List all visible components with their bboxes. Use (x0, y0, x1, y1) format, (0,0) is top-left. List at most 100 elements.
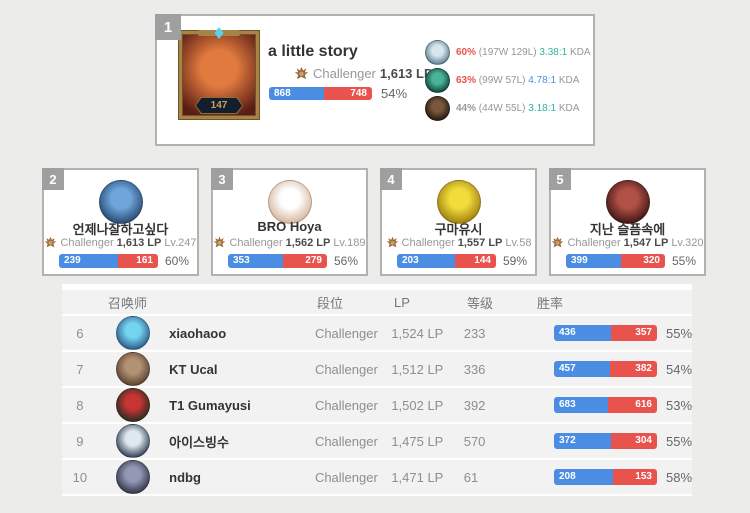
player-card-rank-5[interactable]: 5 지난 슬픔속에 Challenger 1,547 LP Lv.320 399… (549, 168, 706, 276)
winrate-value: 56% (333, 254, 358, 268)
avatar-frame-gem-icon (214, 27, 224, 39)
rank-label: 8 (76, 397, 84, 413)
header-level: 等级 (467, 295, 494, 311)
table-row[interactable]: 9 아이스빙수 Challenger 1,475 LP 570 372 304 … (62, 424, 692, 460)
tier-label: Challenger (314, 433, 378, 449)
summoner-name[interactable]: a little story (268, 43, 358, 60)
losses-segment: 153 (613, 469, 657, 485)
rank-badge: 2 (42, 168, 64, 190)
champion-record: (44W 55L) (478, 102, 526, 114)
player-card-rank-3[interactable]: 3 BRO Hoya Challenger 1,562 LP Lv.189 35… (211, 168, 368, 276)
challenger-icon (44, 236, 57, 249)
rank-label: 9 (76, 433, 84, 449)
summoner-name[interactable]: xiaohaoo (169, 325, 227, 341)
losses-segment: 144 (454, 254, 496, 268)
top-cards-row: 2 언제나잘하고싶다 Challenger 1,613 LP Lv.247 23… (42, 168, 706, 276)
winloss-bar: 203 144 (397, 254, 496, 268)
winrate-value: 59% (502, 254, 527, 268)
lp-value: 1,475 LP (391, 433, 444, 449)
top-player-card[interactable]: 1 147 a little story Challenger 1,613 LP… (155, 14, 595, 146)
wins-segment: 372 (553, 433, 611, 449)
losses-segment: 382 (610, 361, 657, 377)
rank-badge: 3 (211, 168, 233, 190)
summoner-name[interactable]: KT Ucal (169, 361, 218, 377)
lp-value: 1,557 LP (457, 236, 503, 249)
table-row[interactable]: 10 ndbg Challenger 1,471 LP 61 208 153 5… (62, 460, 692, 496)
winrate-value: 54% (665, 361, 693, 377)
summoner-name[interactable]: ndbg (169, 469, 201, 485)
champion-stat-row[interactable]: 44% (44W 55L) 3.18:1 KDA (425, 94, 591, 122)
winloss-bar: 436 357 (553, 325, 657, 341)
tier-line: Challenger 1,613 LP (294, 66, 433, 81)
tier-label: Challenger (60, 236, 114, 249)
rank-badge: 4 (380, 168, 402, 190)
losses-segment: 279 (283, 254, 327, 268)
summoner-name[interactable]: 아이스빙수 (169, 434, 229, 450)
challenger-icon (294, 66, 309, 81)
wins-segment: 683 (553, 397, 609, 413)
champion-kda-ratio: 4.78:1 (528, 74, 557, 86)
rank-label: 6 (76, 325, 84, 341)
champion-record: (197W 129L) (478, 46, 537, 58)
tier-line: Challenger 1,613 LP Lv.247 (44, 236, 197, 249)
tier-line: Challenger 1,547 LP Lv.320 (551, 236, 704, 249)
summoner-name[interactable]: 언제나잘하고싶다 (72, 222, 169, 237)
player-card-rank-4[interactable]: 4 구마유시 Challenger 1,557 LP Lv.58 203 144… (380, 168, 537, 276)
table-header: 召唤师 段位 LP 等级 胜率 (62, 290, 692, 316)
champion-stat-row[interactable]: 63% (99W 57L) 4.78:1 KDA (425, 66, 591, 94)
lp-value: 1,547 LP (623, 236, 669, 249)
table-row[interactable]: 6 xiaohaoo Challenger 1,524 LP 233 436 3… (62, 316, 692, 352)
tier-label: Challenger (314, 469, 378, 485)
summoner-avatar (116, 316, 151, 350)
winloss-bar: 868 748 (269, 87, 372, 100)
winloss-bar: 399 320 (566, 254, 665, 268)
tier-label: Challenger (401, 236, 455, 249)
summoner-avatar (98, 180, 143, 224)
kda-label: KDA (558, 102, 580, 114)
summoner-name[interactable]: BRO Hoya (257, 219, 322, 234)
table-row[interactable]: 8 T1 Gumayusi Challenger 1,502 LP 392 68… (62, 388, 692, 424)
header-tier: 段位 (317, 295, 344, 311)
tier-label: Challenger (567, 236, 621, 249)
summoner-avatar (116, 460, 151, 494)
summoner-avatar (116, 424, 151, 458)
lp-value: 1,512 LP (391, 361, 444, 377)
champion-winrate: 63% (456, 74, 477, 86)
summoner-name[interactable]: 지난 슬픔속에 (589, 222, 666, 237)
lp-value: 1,471 LP (391, 469, 444, 485)
summoner-name[interactable]: 구마유시 (434, 222, 483, 237)
lp-value: 1,613 LP (116, 236, 162, 249)
tier-line: Challenger 1,562 LP Lv.189 (213, 236, 366, 249)
champion-kda-ratio: 3.38:1 (539, 46, 568, 58)
level-badge: 147 (195, 97, 243, 114)
wins-segment: 399 (566, 254, 621, 268)
winrate-value: 53% (665, 397, 693, 413)
tier-label: Challenger (314, 361, 378, 377)
losses-segment: 616 (608, 397, 657, 413)
wins-segment: 353 (228, 254, 284, 268)
winrate-value: 55% (665, 433, 693, 449)
winloss-bar: 239 161 (59, 254, 158, 268)
losses-segment: 320 (620, 254, 665, 268)
champion-icon-2 (425, 67, 450, 93)
winrate-value: 54% (381, 86, 408, 101)
winrate-value: 58% (665, 469, 693, 485)
summoner-avatar[interactable]: 147 (179, 27, 259, 119)
challenger-icon (386, 236, 399, 249)
champion-icon-1 (425, 39, 450, 65)
lp-value: 1,613 LP (379, 66, 433, 81)
winloss-bar: 353 279 (228, 254, 327, 268)
champion-stats: 60% (197W 129L) 3.38:1 KDA 63% (99W 57L)… (425, 38, 591, 122)
summoner-avatar (116, 388, 151, 422)
winloss-bar: 208 153 (553, 469, 657, 485)
header-summoner: 召唤师 (108, 295, 148, 311)
level-value: Lv.189 (333, 236, 366, 249)
champion-stat-row[interactable]: 60% (197W 129L) 3.38:1 KDA (425, 38, 591, 66)
rank-badge: 5 (549, 168, 571, 190)
summoner-name[interactable]: T1 Gumayusi (169, 397, 251, 413)
table-row[interactable]: 7 KT Ucal Challenger 1,512 LP 336 457 38… (62, 352, 692, 388)
level-value: 392 (463, 397, 486, 413)
player-card-rank-2[interactable]: 2 언제나잘하고싶다 Challenger 1,613 LP Lv.247 23… (42, 168, 199, 276)
level-value: 61 (463, 469, 479, 485)
leaderboard-table: 召唤师 段位 LP 等级 胜率 6 xiaohaoo Challenger 1,… (62, 284, 692, 496)
